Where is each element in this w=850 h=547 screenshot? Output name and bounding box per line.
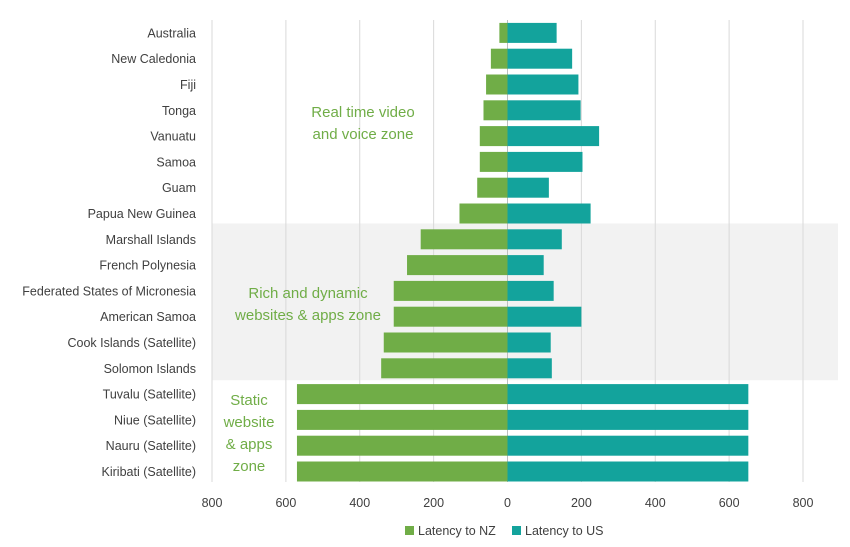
bar-us-12 [507, 332, 551, 353]
gridlines [211, 20, 804, 482]
zone-label-2-line-3: zone [233, 458, 266, 475]
bar-nz-17 [296, 461, 508, 482]
category-label-12: Cook Islands (Satellite) [67, 336, 196, 350]
x-tick-label-0: 800 [202, 496, 223, 510]
category-label-0: Australia [147, 26, 196, 40]
bar-nz-12 [383, 332, 508, 353]
category-label-10: Federated States of Micronesia [22, 284, 196, 298]
bar-us-17 [507, 461, 749, 482]
bar-us-13 [507, 358, 552, 379]
category-label-13: Solomon Islands [104, 362, 196, 376]
legend: Latency to NZ Latency to US [405, 524, 604, 538]
x-tick-label-6: 400 [645, 496, 666, 510]
bar-us-7 [507, 203, 591, 224]
zone-label-1-line-0: Rich and dynamic [248, 285, 368, 302]
zone-labels: Real time video and voice zone Rich and dy… [223, 104, 415, 475]
category-label-14: Tuvalu (Satellite) [103, 388, 196, 402]
bar-us-2 [507, 74, 579, 95]
bar-us-9 [507, 255, 544, 276]
x-tick-label-8: 800 [793, 496, 814, 510]
bar-us-5 [507, 151, 583, 172]
bar-us-15 [507, 409, 749, 430]
category-labels: Australia New Caledonia Fiji Tonga Vanuatu Sa… [22, 26, 196, 479]
x-tick-label-4: 0 [504, 496, 511, 510]
category-label-11: American Samoa [100, 310, 196, 324]
zone-band-1 [212, 223, 838, 381]
x-tick-labels: 800 600 400 200 0 200 400 600 800 [202, 496, 814, 510]
x-tick-label-1: 600 [275, 496, 296, 510]
bars-layer [296, 22, 749, 482]
legend-swatch-0 [405, 526, 414, 535]
zone-label-2-line-0: Static [230, 392, 268, 409]
category-label-2: Fiji [180, 78, 196, 92]
bar-nz-0 [499, 22, 508, 43]
bar-nz-5 [479, 151, 508, 172]
bar-nz-11 [393, 306, 508, 327]
zone-label-2-line-2: & apps [226, 436, 273, 453]
bar-nz-13 [381, 358, 508, 379]
bar-nz-8 [420, 229, 508, 250]
bar-nz-2 [486, 74, 508, 95]
bar-us-11 [507, 306, 582, 327]
zone-label-0-line-1: and voice zone [313, 126, 414, 143]
bar-us-3 [507, 100, 581, 121]
bar-us-14 [507, 384, 749, 405]
bar-nz-6 [477, 177, 508, 198]
bar-nz-15 [296, 409, 508, 430]
legend-label-0: Latency to NZ [418, 524, 496, 538]
zone-label-0-line-0: Real time video [311, 104, 414, 121]
zone-label-2-line-1: website [223, 414, 275, 431]
bar-us-8 [507, 229, 562, 250]
x-tick-label-7: 600 [719, 496, 740, 510]
bar-nz-10 [393, 280, 508, 301]
bar-us-10 [507, 280, 554, 301]
bar-us-16 [507, 435, 749, 456]
category-label-3: Tonga [162, 104, 196, 118]
bar-nz-9 [407, 255, 508, 276]
category-label-7: Papua New Guinea [88, 207, 196, 221]
category-label-9: French Polynesia [99, 259, 196, 273]
zone-shading-layer [212, 223, 838, 381]
bar-nz-16 [296, 435, 508, 456]
zone-label-1-line-1: websites & apps zone [234, 307, 381, 324]
category-label-1: New Caledonia [111, 52, 196, 66]
legend-swatch-1 [512, 526, 521, 535]
bar-nz-4 [479, 126, 508, 147]
bar-us-0 [507, 22, 557, 43]
x-tick-label-3: 200 [423, 496, 444, 510]
category-label-8: Marshall Islands [106, 233, 196, 247]
bar-nz-14 [296, 384, 508, 405]
bar-us-4 [507, 126, 600, 147]
legend-label-1: Latency to US [525, 524, 604, 538]
category-label-15: Niue (Satellite) [114, 413, 196, 427]
x-tick-label-5: 200 [571, 496, 592, 510]
category-label-16: Nauru (Satellite) [106, 439, 196, 453]
category-label-5: Samoa [156, 155, 196, 169]
x-tick-label-2: 400 [349, 496, 370, 510]
bar-nz-3 [483, 100, 508, 121]
category-label-4: Vanuatu [150, 130, 196, 144]
category-label-6: Guam [162, 181, 196, 195]
bar-us-6 [507, 177, 549, 198]
bar-nz-1 [490, 48, 508, 69]
bar-nz-7 [459, 203, 508, 224]
bar-us-1 [507, 48, 573, 69]
category-label-17: Kiribati (Satellite) [102, 465, 196, 479]
